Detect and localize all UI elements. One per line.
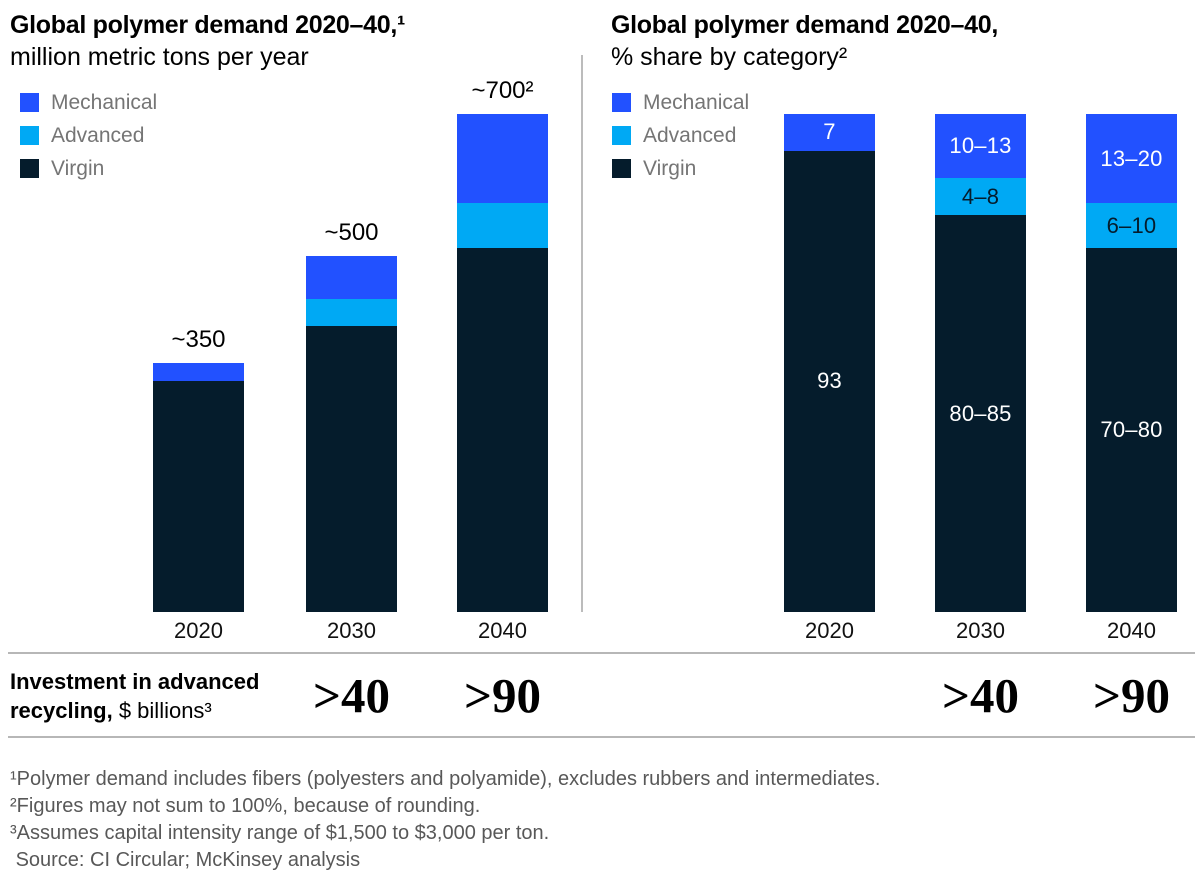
right-chart-title: Global polymer demand 2020–40, [611,11,998,39]
legend-item-mechanical: Mechanical [612,90,750,114]
bar-segment-mechanical-right-2030: 10–13 [935,114,1026,179]
bar-total-label-2030: ~500 [324,219,379,247]
left-chart-title-block: Global polymer demand 2020–40,¹ million … [10,9,405,73]
segment-value-label: 10–13 [949,133,1012,159]
legend-label-virgin: Virgin [51,156,105,180]
footnote-2: ²Figures may not sum to 100%, because of… [10,795,481,817]
segment-value-label: 6–10 [1106,212,1157,238]
segment-value-label: 7 [823,119,836,145]
chart-divider-line [581,55,583,612]
bar-segment-virgin-left-2030 [306,326,397,612]
bar-segment-mechanical-left-2020 [153,363,244,381]
bar-segment-mechanical-right-2040: 13–20 [1086,114,1177,204]
investment-label-unit: $ billions³ [112,697,212,723]
bar-segment-advanced-left-2030 [306,298,397,326]
bar-segment-mechanical-left-2040 [457,114,548,203]
axis-label-left-2020: 2020 [174,618,223,643]
virgin-swatch-icon [612,159,631,178]
legend-label-mechanical: Mechanical [51,90,158,114]
bar-segment-virgin-right-2030: 80–85 [935,215,1026,612]
bar-total-label-2020: ~350 [171,326,226,353]
axis-label-right-2020: 2020 [805,618,854,643]
left-chart-legend: Mechanical Advanced Virgin [20,90,158,192]
investment-row-label: Investment in advanced recycling, $ bill… [10,654,310,737]
legend-item-advanced: Advanced [20,123,157,147]
axis-label-right-2040: 2040 [1107,618,1156,643]
right-chart-subtitle: % share by category² [611,43,848,71]
bar-segment-virgin-left-2040 [457,247,548,612]
bar-segment-virgin-right-2040: 70–80 [1086,247,1177,612]
segment-value-label: 4–8 [961,183,1000,209]
legend-label-mechanical: Mechanical [643,90,750,114]
axis-label-left-2040: 2040 [478,618,527,643]
legend-label-virgin: Virgin [643,156,697,180]
left-chart-title: Global polymer demand 2020–40,¹ [10,11,406,39]
footnote-1: ¹Polymer demand includes fibers (polyest… [10,768,881,790]
footnote-3: ³Assumes capital intensity range of $1,5… [10,822,550,844]
axis-label-left-2030: 2030 [327,618,376,643]
advanced-swatch-icon [20,126,39,145]
investment-row-label-text: Investment in advanced recycling, $ bill… [10,667,310,725]
bar-segment-advanced-right-2040: 6–10 [1086,203,1177,248]
bar-segment-advanced-right-2030: 4–8 [935,178,1026,216]
legend-item-mechanical: Mechanical [20,90,158,114]
virgin-swatch-icon [20,159,39,178]
legend-item-advanced: Advanced [612,123,749,147]
mechanical-swatch-icon [20,93,39,112]
segment-value-label: 80–85 [949,400,1012,426]
investment-row-bottom-rule [8,736,1195,738]
bar-segment-advanced-left-2040 [457,202,548,248]
axis-label-right-2030: 2030 [956,618,1005,643]
legend-item-virgin: Virgin [20,156,157,180]
legend-label-advanced: Advanced [643,123,737,147]
investment-label-bold: Investment in advanced recycling, [10,668,260,723]
left-chart-subtitle: million metric tons per year [10,43,309,71]
segment-value-label: 13–20 [1100,145,1163,171]
segment-value-label: 70–80 [1100,416,1163,442]
bar-segment-virgin-left-2020 [153,380,244,612]
right-chart-title-block: Global polymer demand 2020–40, % share b… [611,9,998,73]
advanced-swatch-icon [612,126,631,145]
source-line: Source: CI Circular; McKinsey analysis [10,849,361,871]
segment-value-label: 93 [817,368,842,394]
investment-row-top-rule [8,652,1195,654]
legend-label-advanced: Advanced [51,123,145,147]
bar-segment-virgin-right-2020: 93 [784,150,875,612]
right-chart-legend: Mechanical Advanced Virgin [612,90,750,192]
mechanical-swatch-icon [612,93,631,112]
footnotes-block: ¹Polymer demand includes fibers (polyest… [10,766,880,874]
bar-total-label-2040: ~700² [471,77,534,104]
bar-segment-mechanical-right-2020: 7 [784,114,875,151]
bar-segment-mechanical-left-2030 [306,256,397,299]
legend-item-virgin: Virgin [612,156,749,180]
